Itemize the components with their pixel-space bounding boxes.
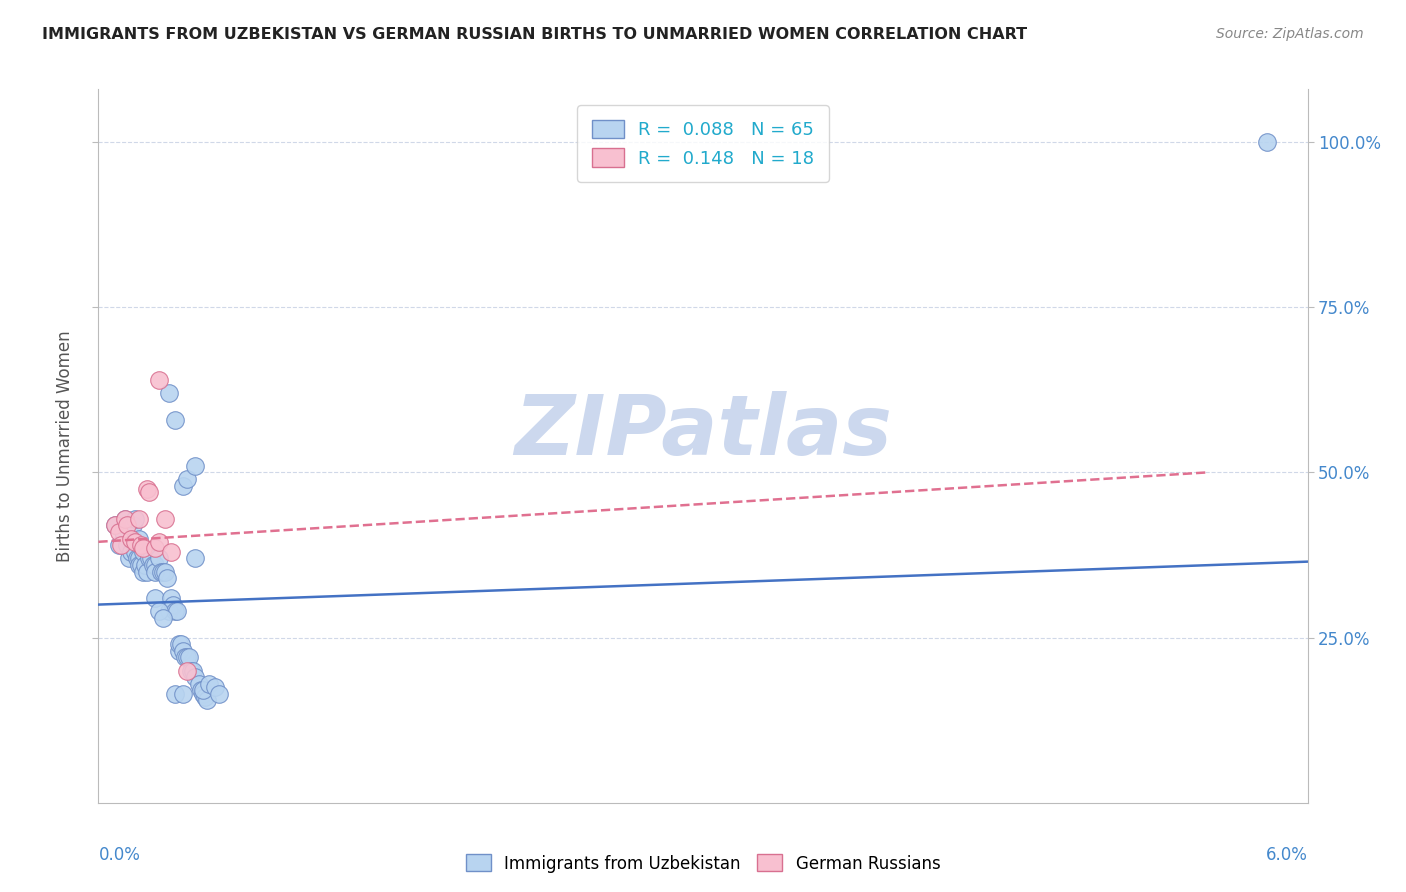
Point [153, 565, 176, 579]
Point [134, 558, 156, 572]
Point [194, 690, 217, 704]
Text: Source: ZipAtlas.com: Source: ZipAtlas.com [1216, 27, 1364, 41]
Point [188, 677, 211, 691]
Point [128, 551, 150, 566]
Point [148, 373, 170, 387]
Point [152, 565, 174, 579]
Point [128, 558, 150, 572]
Point [125, 551, 148, 566]
Point [148, 604, 170, 618]
Point [184, 551, 207, 566]
Point [160, 591, 183, 605]
Point [114, 511, 136, 525]
Point [118, 551, 141, 566]
Point [170, 637, 193, 651]
Text: IMMIGRANTS FROM UZBEKISTAN VS GERMAN RUSSIAN BIRTHS TO UNMARRIED WOMEN CORRELATI: IMMIGRANTS FROM UZBEKISTAN VS GERMAN RUS… [42, 27, 1028, 42]
Point [167, 637, 190, 651]
Point [193, 683, 215, 698]
Point [132, 565, 155, 579]
Point [110, 538, 132, 552]
Point [143, 541, 166, 556]
Point [193, 687, 215, 701]
Point [107, 524, 129, 539]
Point [143, 565, 166, 579]
Point [176, 472, 198, 486]
Legend: Immigrants from Uzbekistan, German Russians: Immigrants from Uzbekistan, German Russi… [458, 847, 948, 880]
Point [124, 545, 146, 559]
Point [166, 604, 188, 618]
Legend: R =  0.088   N = 65, R =  0.148   N = 18: R = 0.088 N = 65, R = 0.148 N = 18 [576, 105, 830, 182]
Point [195, 693, 218, 707]
Point [148, 551, 170, 566]
Point [124, 511, 146, 525]
Point [156, 571, 179, 585]
Text: ZIPatlas: ZIPatlas [515, 392, 891, 472]
Point [208, 687, 231, 701]
Point [124, 534, 146, 549]
Point [128, 511, 150, 525]
Point [128, 532, 150, 546]
Point [174, 650, 197, 665]
Text: 6.0%: 6.0% [1265, 846, 1308, 863]
Point [180, 664, 202, 678]
Text: 0.0%: 0.0% [98, 846, 141, 863]
Point [149, 565, 172, 579]
Point [129, 538, 152, 552]
Point [160, 545, 183, 559]
Point [115, 518, 138, 533]
Point [115, 538, 138, 552]
Point [163, 604, 186, 618]
Point [184, 670, 207, 684]
Point [138, 551, 160, 566]
Point [181, 664, 204, 678]
Point [163, 687, 186, 701]
Point [138, 485, 160, 500]
Point [163, 412, 186, 426]
Point [198, 677, 221, 691]
Point [129, 558, 152, 572]
Point [120, 532, 142, 546]
Point [190, 683, 212, 698]
Point [152, 611, 174, 625]
Point [107, 538, 129, 552]
Point [139, 551, 162, 566]
Point [162, 598, 184, 612]
Point [114, 511, 136, 525]
Point [142, 558, 165, 572]
Point [111, 524, 134, 539]
Point [143, 558, 166, 572]
Point [132, 545, 155, 559]
Point [103, 518, 125, 533]
Point [143, 591, 166, 605]
Point [176, 650, 198, 665]
Point [135, 565, 157, 579]
Point [148, 534, 170, 549]
Point [153, 511, 176, 525]
Point [120, 545, 142, 559]
Point [172, 644, 194, 658]
Point [157, 604, 180, 618]
Point [204, 680, 226, 694]
Y-axis label: Births to Unmarried Women: Births to Unmarried Women [56, 330, 75, 562]
Point [157, 386, 180, 401]
Point [103, 518, 125, 533]
Point [1256, 135, 1278, 149]
Point [135, 482, 157, 496]
Point [179, 650, 201, 665]
Point [184, 458, 207, 473]
Point [121, 518, 143, 533]
Point [167, 644, 190, 658]
Point [172, 478, 194, 492]
Point [172, 687, 194, 701]
Point [132, 541, 155, 556]
Point [176, 664, 198, 678]
